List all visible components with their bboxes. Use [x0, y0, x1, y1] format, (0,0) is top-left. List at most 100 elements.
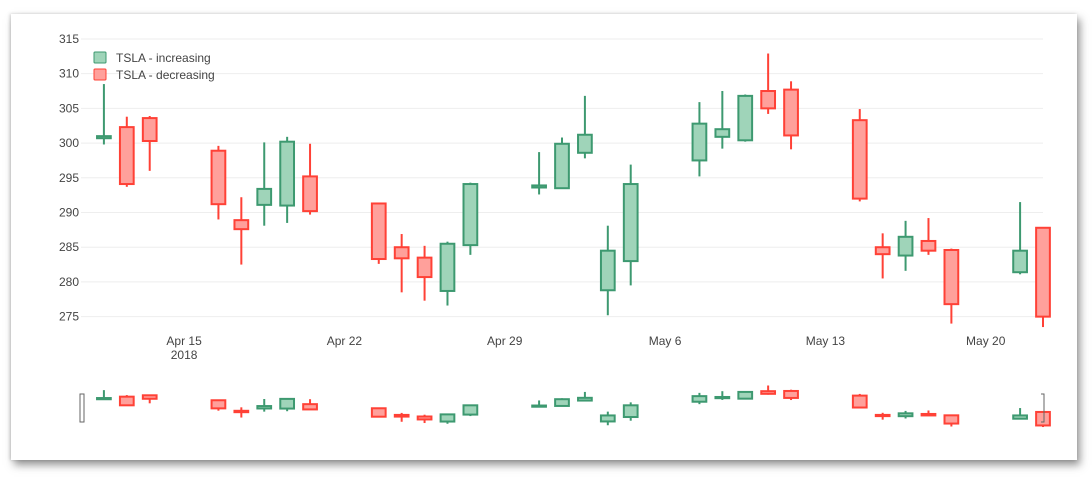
slider-candle-increasing[interactable] — [439, 413, 456, 424]
legend-item-decreasing[interactable]: TSLA - decreasing — [93, 68, 215, 82]
slider-candle-decreasing[interactable] — [210, 399, 227, 411]
candle-body — [874, 246, 891, 256]
candle-body — [622, 183, 639, 263]
slider-candle-decreasing[interactable] — [1035, 410, 1051, 428]
x-tick-label: Apr 29 — [487, 334, 523, 348]
slider-candle-increasing[interactable] — [691, 392, 708, 405]
candle-increasing[interactable] — [1012, 202, 1028, 275]
candle-body — [897, 412, 914, 418]
legend[interactable]: TSLA - increasing TSLA - decreasing — [93, 51, 215, 82]
candle-increasing[interactable] — [737, 94, 754, 142]
range-slider-candles — [96, 385, 1051, 428]
candle-body — [279, 397, 296, 410]
candle-increasing[interactable] — [279, 136, 296, 223]
candle-increasing[interactable] — [554, 137, 570, 190]
slider-candle-increasing[interactable] — [622, 402, 639, 421]
y-tick-label: 275 — [59, 310, 79, 324]
candle-body — [1012, 414, 1028, 420]
slider-candle-increasing[interactable] — [714, 391, 731, 400]
candle-increasing[interactable] — [622, 164, 639, 286]
slider-candle-increasing[interactable] — [599, 411, 616, 426]
candle-decreasing[interactable] — [302, 143, 318, 215]
y-tick-label: 300 — [59, 136, 79, 150]
slider-candle-decreasing[interactable] — [416, 414, 433, 424]
candle-body — [393, 246, 410, 260]
candle-decreasing[interactable] — [416, 245, 433, 301]
candle-decreasing[interactable] — [393, 234, 410, 293]
candle-body — [393, 413, 410, 418]
candle-increasing[interactable] — [96, 84, 112, 145]
candle-body — [141, 117, 158, 142]
y-axis-tick-labels: 275 280 285 290 295 300 305 310 315 — [59, 32, 79, 324]
candle-body — [714, 128, 731, 138]
y-tick-label: 310 — [59, 67, 79, 81]
candle-increasing[interactable] — [714, 91, 731, 149]
candle-decreasing[interactable] — [370, 202, 387, 264]
candle-body — [874, 413, 891, 418]
candle-increasing[interactable] — [256, 142, 273, 226]
slider-candle-decreasing[interactable] — [760, 385, 777, 395]
legend-swatch-decreasing — [93, 68, 107, 81]
candle-body — [256, 405, 273, 410]
candle-body — [439, 413, 456, 423]
range-slider-left-handle[interactable] — [79, 393, 85, 423]
candle-decreasing[interactable] — [874, 233, 891, 279]
slider-candle-decreasing[interactable] — [370, 407, 387, 418]
slider-candle-decreasing[interactable] — [233, 407, 250, 418]
candle-increasing[interactable] — [897, 220, 914, 271]
slider-candle-decreasing[interactable] — [302, 399, 318, 411]
candle-decreasing[interactable] — [141, 116, 158, 171]
candle-increasing[interactable] — [599, 225, 616, 316]
range-slider-right-handle[interactable] — [1041, 393, 1045, 423]
candle-decreasing[interactable] — [943, 248, 960, 324]
slider-candle-increasing[interactable] — [462, 404, 479, 417]
slider-candle-increasing[interactable] — [577, 391, 593, 402]
candle-decreasing[interactable] — [118, 116, 135, 187]
slider-candle-increasing[interactable] — [96, 390, 112, 401]
candle-increasing[interactable] — [439, 241, 456, 306]
slider-candle-increasing[interactable] — [279, 397, 296, 412]
candle-decreasing[interactable] — [851, 109, 868, 202]
slider-candle-decreasing[interactable] — [874, 412, 891, 420]
y-tick-label: 280 — [59, 275, 79, 289]
candle-body — [96, 397, 112, 401]
slider-candle-decreasing[interactable] — [851, 393, 868, 409]
slider-candle-increasing[interactable] — [897, 410, 914, 419]
slider-candle-increasing[interactable] — [554, 398, 570, 407]
candle-decreasing[interactable] — [210, 145, 227, 220]
x-tick-label: May 13 — [806, 334, 846, 348]
slider-candle-decreasing[interactable] — [920, 410, 937, 417]
candle-body — [920, 239, 937, 252]
legend-item-increasing[interactable]: TSLA - increasing — [93, 51, 211, 65]
slider-candle-increasing[interactable] — [1012, 408, 1028, 420]
candle-body — [691, 395, 708, 403]
candle-decreasing[interactable] — [920, 218, 937, 255]
candle-body — [943, 414, 960, 425]
candle-body — [416, 415, 433, 421]
candle-increasing[interactable] — [691, 102, 708, 177]
slider-candle-decreasing[interactable] — [943, 414, 960, 427]
candle-body — [233, 219, 250, 231]
candle-increasing[interactable] — [577, 95, 593, 159]
candle-decreasing[interactable] — [783, 81, 799, 150]
chart-card: 275 280 285 290 295 300 305 310 315 Apr 15 2018 Ap… — [11, 14, 1077, 460]
slider-candle-decreasing[interactable] — [783, 389, 799, 401]
slider-candle-decreasing[interactable] — [141, 394, 158, 404]
slider-candle-increasing[interactable] — [531, 400, 547, 408]
slider-candle-increasing[interactable] — [737, 390, 754, 400]
range-slider[interactable] — [79, 385, 1051, 428]
candle-body — [760, 90, 777, 110]
candle-body — [577, 133, 593, 154]
x-tick-label: Apr 15 — [166, 334, 202, 348]
slider-candle-decreasing[interactable] — [393, 412, 410, 422]
candle-decreasing[interactable] — [233, 197, 250, 265]
slider-candle-decreasing[interactable] — [118, 395, 135, 407]
candle-increasing[interactable] — [462, 182, 479, 255]
candle-increasing[interactable] — [531, 152, 547, 195]
candle-body — [118, 395, 135, 407]
candle-decreasing[interactable] — [1035, 226, 1051, 328]
slider-candle-increasing[interactable] — [256, 398, 273, 412]
candle-decreasing[interactable] — [760, 53, 777, 114]
